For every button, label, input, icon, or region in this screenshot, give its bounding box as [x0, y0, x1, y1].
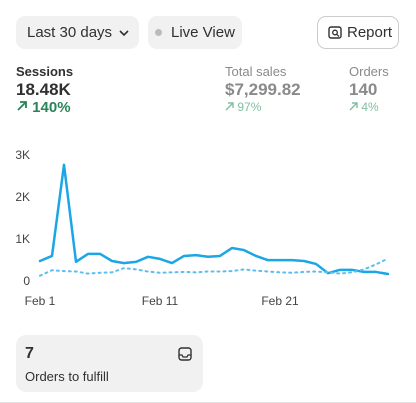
- inbox-icon: [178, 347, 192, 361]
- up-arrow: [225, 102, 234, 111]
- live-view: Live View: [171, 24, 235, 41]
- metric-change: 97%: [225, 100, 261, 114]
- change-value: 140%: [32, 99, 71, 116]
- up-arrow: [17, 101, 27, 111]
- metric-label: Total sales: [225, 64, 287, 79]
- metric-value: 18.48K: [16, 80, 71, 99]
- card-count: 7: [25, 345, 34, 362]
- chevron-icon: [119, 29, 129, 36]
- series-line: [39, 257, 389, 277]
- date-range-button[interactable]: Last 30 days: [16, 16, 139, 49]
- up-arrow: [349, 102, 358, 111]
- x-tick-label: Feb 11: [142, 294, 179, 308]
- change-value: 97%: [237, 100, 262, 114]
- metric-label: Sessions: [16, 64, 74, 79]
- metric-value: 140: [349, 80, 378, 99]
- metric-label: Orders: [349, 64, 389, 79]
- metric-change: 140%: [16, 99, 71, 116]
- orders-card[interactable]: 7 Orders to fulfill: [16, 335, 203, 392]
- chart: 0 1K 2K 3K Feb 1 Feb 11 Feb 21: [15, 148, 390, 308]
- metric-change: 4%: [349, 100, 379, 114]
- card-label: Orders to fulfill: [25, 369, 109, 384]
- metric-value: $7,299.82: [225, 80, 301, 99]
- report: Report: [347, 24, 393, 41]
- y-tick-label: 0: [23, 274, 30, 288]
- x-tick-label: Feb 21: [261, 294, 299, 308]
- date-range: Last 30 days: [27, 24, 113, 41]
- series-line: [38, 163, 390, 276]
- live-view-button[interactable]: Live View: [148, 16, 242, 49]
- report-icon: [328, 25, 342, 39]
- y-tick-label: 1K: [15, 232, 30, 246]
- x-tick-label: Feb 1: [25, 294, 56, 308]
- status-dot: [155, 29, 162, 36]
- y-tick-label: 2K: [15, 190, 30, 204]
- y-tick-label: 3K: [15, 148, 30, 162]
- report-button[interactable]: Report: [317, 16, 399, 49]
- change-value: 4%: [361, 100, 379, 114]
